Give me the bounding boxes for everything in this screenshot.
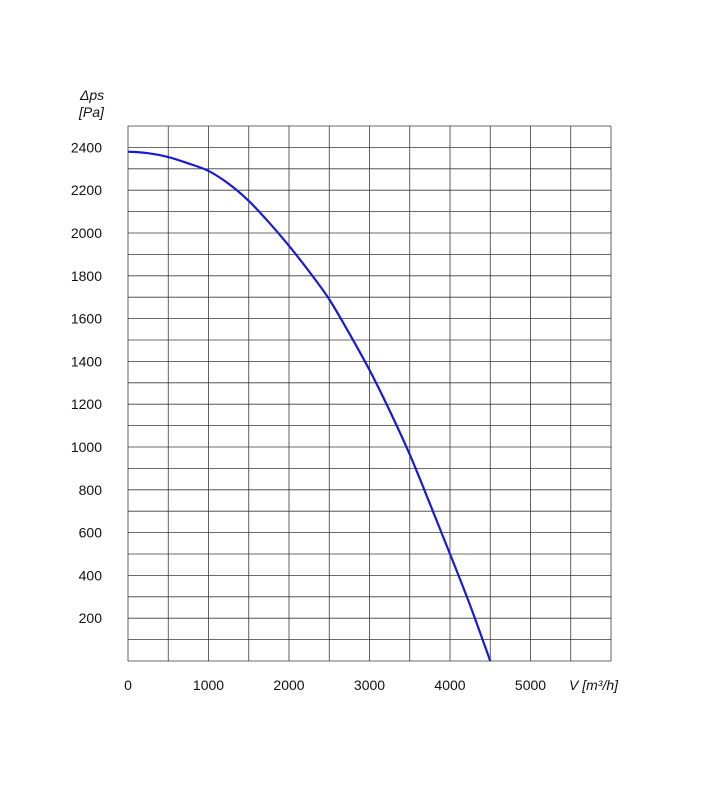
x-axis-label: V [m³/h] bbox=[569, 677, 619, 693]
x-tick-label: 5000 bbox=[515, 677, 546, 693]
x-tick-label: 0 bbox=[124, 677, 132, 693]
y-tick-label: 2200 bbox=[71, 182, 102, 198]
y-tick-labels: 200 400 600 800 1000 1200 1400 1600 1800 2000 2200… bbox=[71, 139, 102, 626]
y-tick-label: 800 bbox=[79, 482, 103, 498]
series-layer bbox=[127, 150, 492, 662]
x-tick-label: 3000 bbox=[354, 677, 385, 693]
x-tick-label: 1000 bbox=[193, 677, 224, 693]
y-tick-label: 1400 bbox=[71, 353, 102, 369]
y-tick-label: 2400 bbox=[71, 139, 102, 155]
y-tick-label: 400 bbox=[79, 567, 103, 583]
y-tick-label: 2000 bbox=[71, 225, 102, 241]
x-tick-label: 2000 bbox=[273, 677, 304, 693]
pressure-curve-line bbox=[127, 150, 492, 662]
y-tick-label: 1600 bbox=[71, 311, 102, 327]
chart-grid bbox=[127, 125, 612, 662]
y-tick-label: 1200 bbox=[71, 396, 102, 412]
y-tick-label: 1000 bbox=[71, 439, 102, 455]
y-tick-label: 200 bbox=[79, 610, 103, 626]
y-axis-label-symbol: Δps bbox=[79, 87, 104, 103]
x-tick-label: 4000 bbox=[434, 677, 465, 693]
x-tick-labels: 0 1000 2000 3000 4000 5000 bbox=[124, 677, 546, 693]
y-tick-label: 600 bbox=[79, 525, 103, 541]
y-tick-label: 1800 bbox=[71, 268, 102, 284]
y-axis-label-unit: [Pa] bbox=[78, 104, 105, 120]
